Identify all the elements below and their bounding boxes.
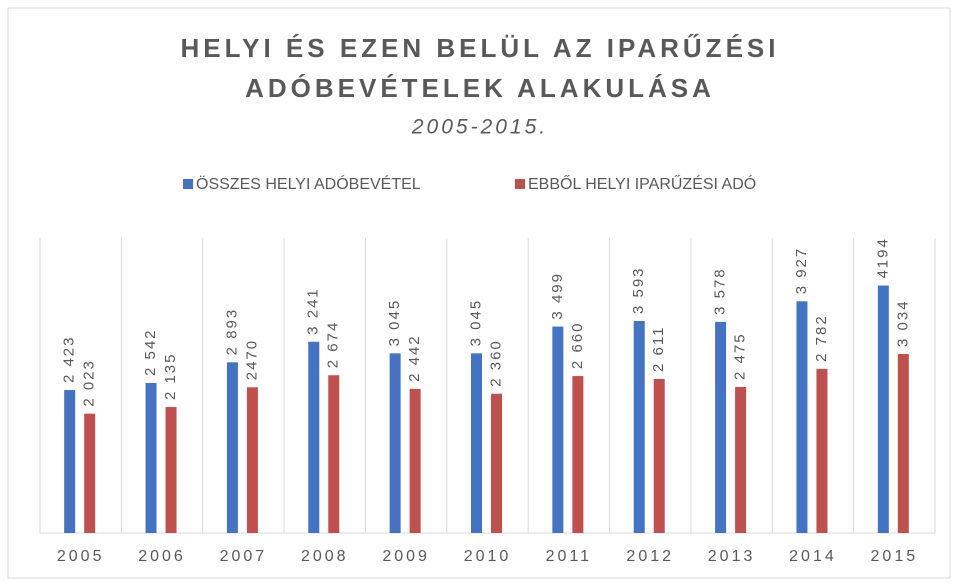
bar bbox=[389, 353, 401, 533]
x-tick-label: 2009 bbox=[382, 548, 430, 565]
x-tick-label: 2005 bbox=[57, 548, 105, 565]
data-label: 2 782 bbox=[813, 314, 830, 362]
data-label: 2470 bbox=[243, 339, 260, 380]
bar bbox=[796, 301, 808, 533]
data-label: 2 360 bbox=[487, 339, 504, 387]
data-label: 2 542 bbox=[142, 328, 159, 376]
data-label: 2 023 bbox=[81, 359, 98, 407]
data-label: 2 660 bbox=[569, 322, 586, 370]
data-label: 2 611 bbox=[650, 326, 667, 372]
bar bbox=[328, 375, 340, 533]
x-tick-label: 2015 bbox=[871, 548, 919, 565]
bar bbox=[226, 362, 238, 533]
data-label: 3 578 bbox=[712, 267, 729, 315]
data-label: 2 475 bbox=[732, 332, 749, 380]
legend-label: ÖSSZES HELYI ADÓBEVÉTEL bbox=[196, 174, 421, 193]
data-label: 4194 bbox=[874, 237, 891, 278]
data-label: 3 045 bbox=[386, 299, 403, 347]
x-tick-label: 2014 bbox=[789, 548, 837, 565]
bar bbox=[877, 285, 889, 533]
data-label: 2 423 bbox=[61, 335, 78, 383]
data-label: 2 135 bbox=[162, 352, 179, 400]
bar bbox=[491, 393, 502, 533]
chart-subtitle: 2005-2015. bbox=[411, 116, 548, 139]
legend-swatch bbox=[515, 179, 525, 189]
bar bbox=[165, 407, 177, 533]
bar bbox=[816, 368, 828, 533]
data-label: 2 442 bbox=[406, 334, 423, 382]
x-tick-label: 2010 bbox=[464, 548, 512, 565]
bar bbox=[715, 321, 727, 533]
chart-title: HELYI ÉS EZEN BELÜL AZ IPARŰZÉSI bbox=[181, 33, 780, 63]
bar bbox=[64, 390, 76, 533]
bar bbox=[653, 378, 665, 533]
data-label: 2 674 bbox=[325, 321, 342, 369]
bar bbox=[572, 376, 584, 533]
x-tick-label: 2006 bbox=[138, 548, 186, 565]
bar bbox=[84, 413, 96, 533]
data-label: 3 034 bbox=[894, 299, 911, 347]
legend-label: EBBŐL HELYI IPARŰZÉSI ADÓ bbox=[528, 174, 756, 193]
chart-title: ADÓBEVÉTELEK ALAKULÁSA bbox=[245, 73, 715, 103]
data-label: 3 927 bbox=[793, 247, 810, 295]
x-tick-label: 2008 bbox=[301, 548, 349, 565]
data-label: 3 593 bbox=[630, 266, 647, 314]
bar bbox=[409, 388, 421, 533]
bar bbox=[633, 321, 645, 533]
x-tick-label: 2011 bbox=[546, 548, 592, 565]
bar bbox=[308, 341, 320, 533]
data-label: 3 045 bbox=[467, 299, 484, 347]
data-label: 2 893 bbox=[223, 308, 240, 356]
x-tick-label: 2007 bbox=[220, 548, 268, 565]
legend-swatch bbox=[183, 179, 193, 189]
bar bbox=[145, 383, 157, 533]
bar bbox=[735, 386, 747, 533]
bar bbox=[471, 353, 482, 533]
x-tick-label: 2012 bbox=[626, 548, 674, 565]
bar bbox=[552, 326, 564, 533]
bar bbox=[246, 387, 258, 533]
data-label: 3 499 bbox=[549, 272, 566, 320]
data-label: 3 241 bbox=[305, 287, 322, 335]
x-tick-label: 2013 bbox=[708, 548, 756, 565]
bar bbox=[897, 353, 909, 533]
